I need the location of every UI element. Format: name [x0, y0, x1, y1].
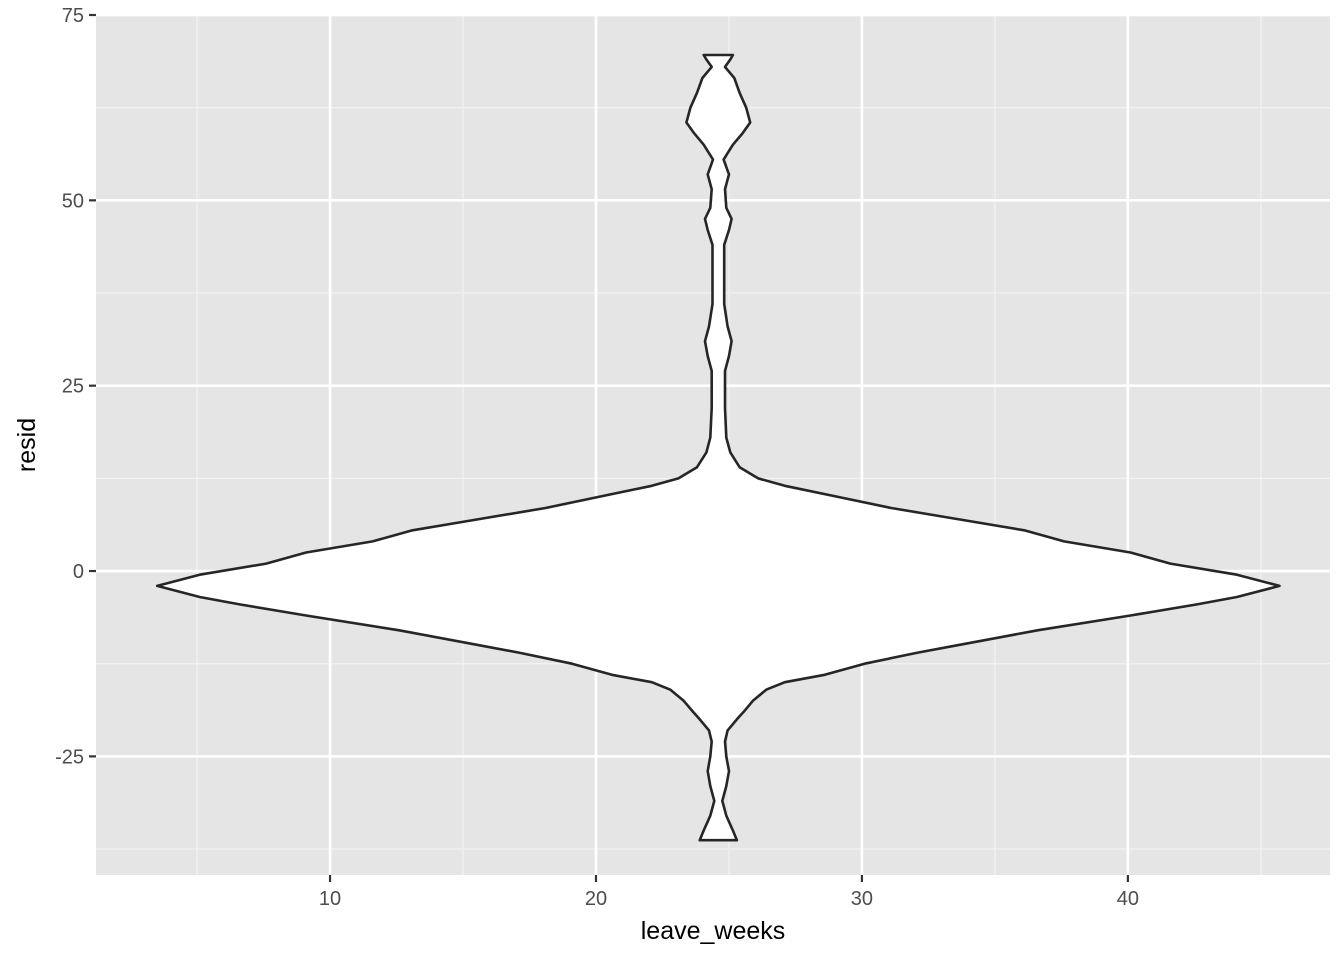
y-tick-label: 75 [62, 5, 84, 27]
x-tick-label: 10 [319, 888, 341, 910]
y-axis-title: resid [13, 418, 41, 472]
x-axis: 10 20 30 40 [319, 875, 1139, 910]
x-tick-label: 40 [1117, 888, 1139, 910]
x-axis-title: leave_weeks [641, 917, 786, 945]
x-tick-label: 30 [851, 888, 873, 910]
y-tick-label: -25 [55, 746, 84, 768]
x-tick-label: 20 [585, 888, 607, 910]
y-tick-label: 50 [62, 190, 84, 212]
y-tick-label: 25 [62, 376, 84, 398]
violin-shape [155, 53, 1281, 842]
y-tick-label: 0 [73, 561, 84, 583]
y-axis: -25 0 25 50 75 [55, 5, 96, 768]
